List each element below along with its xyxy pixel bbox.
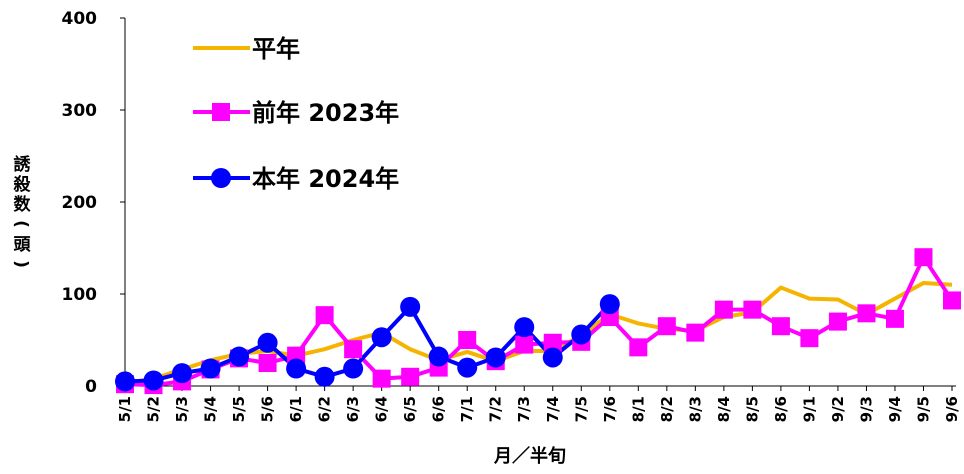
x-tick-label: 8/3 <box>686 396 704 422</box>
legend-item: 前年 2023年 <box>193 99 399 127</box>
series-line-1 <box>124 255 954 388</box>
x-tick-label: 8/1 <box>629 396 647 422</box>
x-tick-label: 7/4 <box>544 396 562 422</box>
data-point <box>800 329 819 348</box>
data-point <box>200 358 221 379</box>
data-point <box>485 347 506 368</box>
data-point <box>229 346 250 367</box>
x-tick-label: 7/5 <box>572 396 590 422</box>
legend-marker <box>212 103 230 121</box>
x-tick-label: 5/2 <box>145 396 163 422</box>
x-tick-label: 6/5 <box>401 396 419 422</box>
x-tick-label: 7/3 <box>515 396 533 422</box>
x-tick-label: 6/6 <box>430 396 448 422</box>
y-axis-title: 誘殺数 ( 頭) <box>11 154 32 268</box>
data-point <box>857 304 876 323</box>
data-point <box>914 248 933 267</box>
x-tick-label: 9/6 <box>943 396 961 422</box>
x-tick-label: 6/3 <box>344 396 362 422</box>
legend-label: 本年 2024年 <box>252 165 399 193</box>
legend-label: 前年 2023年 <box>252 99 399 127</box>
x-tick-label: 5/6 <box>259 396 277 422</box>
data-point <box>344 340 363 359</box>
data-point <box>343 358 364 379</box>
data-point <box>458 331 477 349</box>
legend-item: 本年 2024年 <box>193 165 399 193</box>
data-point <box>372 369 391 388</box>
data-point <box>428 346 449 367</box>
series-lines <box>124 255 954 388</box>
y-axis-title-char: 数 <box>14 194 32 215</box>
data-point <box>514 317 535 338</box>
series-line-2 <box>124 302 612 384</box>
data-point <box>943 291 961 310</box>
y-tick-label: 200 <box>62 193 98 213</box>
series-line-0 <box>124 280 953 386</box>
data-point <box>286 358 307 379</box>
legend-label: 平年 <box>252 35 300 63</box>
data-point <box>143 370 164 391</box>
x-tick-label: 8/2 <box>658 396 676 422</box>
data-point <box>543 333 562 352</box>
x-tick-label: 5/5 <box>230 396 248 422</box>
x-tick-label: 7/2 <box>487 396 505 422</box>
data-point <box>828 312 847 331</box>
data-point <box>714 300 733 319</box>
data-point <box>657 317 676 336</box>
data-point <box>599 294 620 315</box>
data-point <box>515 335 534 354</box>
y-ticks: 0 100 200 300 400 <box>62 9 125 397</box>
x-tick-label: 6/2 <box>316 396 334 422</box>
legend-marker <box>211 168 231 188</box>
y-axis-title-char: ) <box>11 260 31 268</box>
data-point <box>258 354 277 372</box>
x-tick-label: 5/3 <box>173 396 191 422</box>
x-tick-label: 9/2 <box>829 396 847 422</box>
y-tick-label: 0 <box>85 377 97 397</box>
x-tick-label: 5/4 <box>202 396 220 422</box>
data-point <box>257 332 278 353</box>
x-axis-title: 月／半旬 <box>493 445 566 467</box>
y-tick-label: 400 <box>62 9 98 29</box>
x-tick-label: 7/6 <box>601 396 619 422</box>
x-tick-label: 8/4 <box>715 396 733 422</box>
data-point <box>629 338 648 357</box>
data-point <box>457 357 478 378</box>
x-tick-label: 7/1 <box>458 396 476 422</box>
data-point <box>885 309 904 328</box>
x-tick-label: 9/4 <box>886 396 904 422</box>
y-tick-label: 300 <box>62 101 98 121</box>
series-markers <box>115 248 961 395</box>
legend-item: 平年 <box>193 35 300 63</box>
x-tick-label: 8/6 <box>772 396 790 422</box>
x-tick-label: 8/5 <box>743 396 761 422</box>
data-point <box>314 366 335 387</box>
x-tick-label: 5/1 <box>116 396 134 422</box>
data-point <box>542 347 563 368</box>
y-axis-title-char: ( <box>11 220 31 228</box>
data-point <box>686 323 705 342</box>
x-tick-label: 9/5 <box>914 396 932 422</box>
data-point <box>172 363 193 384</box>
y-axis-title-char: 誘 <box>14 154 32 175</box>
x-tick-label: 6/4 <box>373 396 391 422</box>
data-point <box>115 371 135 392</box>
data-point <box>401 367 420 386</box>
x-tick-label: 9/1 <box>800 396 818 422</box>
y-axis-title-char: 頭 <box>14 235 32 255</box>
data-point <box>371 327 392 348</box>
data-point <box>315 306 334 325</box>
y-tick-label: 100 <box>62 285 98 305</box>
y-axis-title-char: 殺 <box>13 174 32 195</box>
x-tick-label: 6/1 <box>287 396 305 422</box>
x-tick-label: 9/3 <box>857 396 875 422</box>
x-ticks: 5/1 5/2 5/3 5/4 5/5 5/6 6/1 6/2 6/3 6/4 6/5 6/6 7/1 7… <box>116 386 961 422</box>
data-point <box>571 324 592 345</box>
data-point <box>743 300 762 319</box>
data-point <box>771 317 790 336</box>
data-point <box>400 296 421 317</box>
